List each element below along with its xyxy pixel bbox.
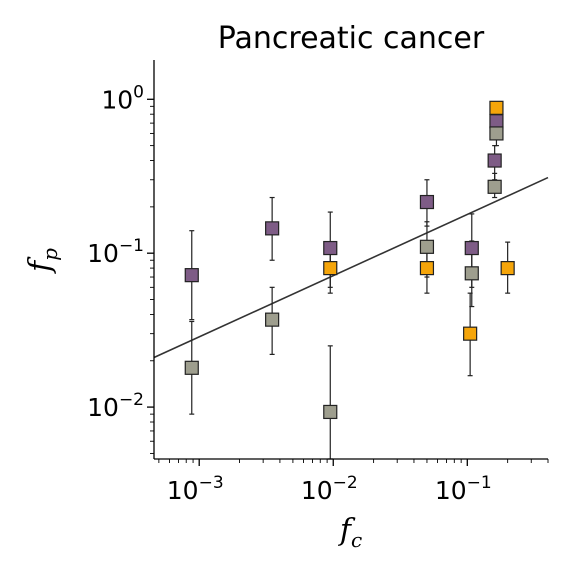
x-tick-label: 10−3 [167,473,224,505]
y-major-ticks: 10−2 10−1 100 [87,82,154,422]
data-point [184,268,199,283]
data-point [265,312,280,327]
x-major-ticks: 10−3 10−2 10−1 [167,459,492,505]
data-point [464,266,479,281]
y-tick-label: 100 [101,82,144,114]
x-tick-label: 10−1 [435,473,492,505]
data-point [464,240,479,256]
data-point [500,261,515,276]
data-point [419,194,435,210]
x-axis-label: fc [338,513,362,552]
plot-area [153,100,549,460]
data-point [419,261,435,276]
data-point [323,240,338,256]
x-minor-ticks [158,459,549,463]
x-tick-label: 10−2 [301,473,358,505]
y-tick-label: 10−1 [87,236,144,268]
data-point [463,326,478,341]
data-point [489,114,504,129]
data-point [489,126,504,141]
y-tick-label: 10−2 [87,390,144,422]
data-point [487,153,502,168]
y-minor-ticks [150,105,154,454]
fit-line [153,176,549,359]
error-bar [327,345,333,460]
data-point [419,239,435,254]
fit-line-layer [153,176,549,359]
data-point [184,360,199,375]
data-point [487,179,502,194]
data-point [265,221,280,236]
error-bar-layer [189,102,511,460]
data-point [489,100,504,115]
chart-title: Pancreatic cancer [218,21,485,56]
y-axis-label: fp [23,248,62,274]
data-point [323,261,338,276]
data-point [323,404,338,420]
marker-layer [184,100,515,420]
